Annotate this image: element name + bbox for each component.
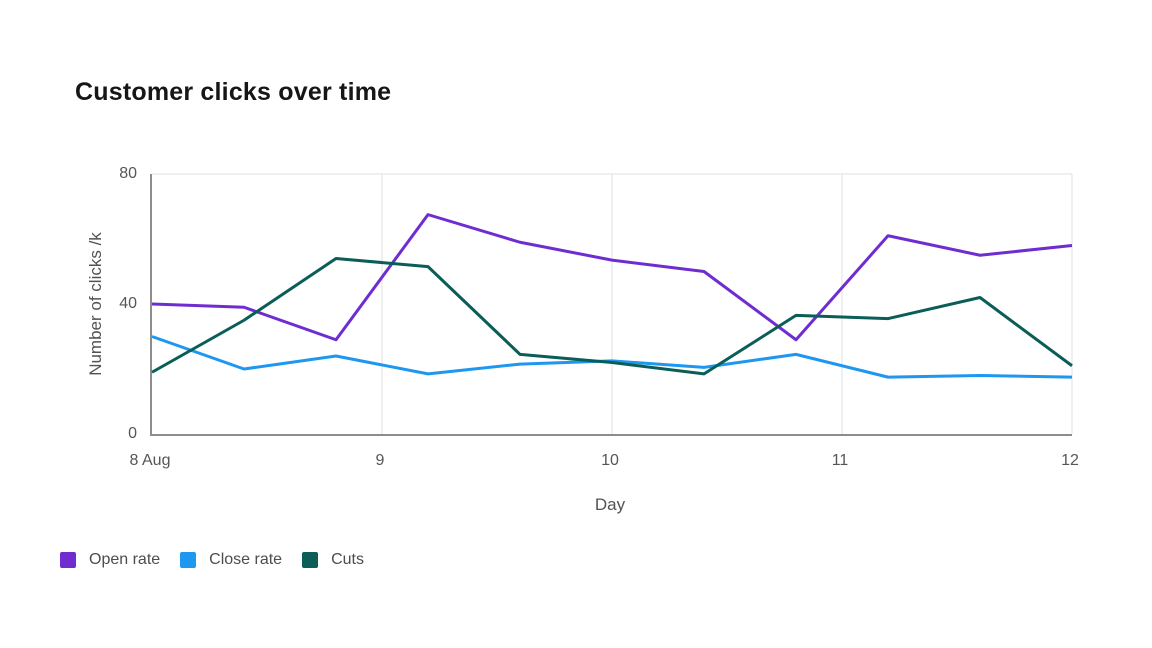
plot-area[interactable]: [150, 173, 1073, 436]
y-tick-label-40: 40: [119, 295, 137, 312]
legend-label: Cuts: [331, 551, 364, 568]
series-line-open-rate[interactable]: [151, 213, 1073, 342]
series-line-cuts[interactable]: [151, 257, 1073, 376]
legend-swatch-icon: [180, 552, 197, 568]
series-line-close-rate[interactable]: [151, 335, 1073, 379]
legend-item-cuts[interactable]: Cuts: [302, 551, 364, 569]
x-tick-label-12: 12: [1061, 452, 1079, 469]
legend-item-open-rate[interactable]: Open rate: [60, 551, 160, 569]
legend-item-close-rate[interactable]: Close rate: [180, 551, 282, 569]
chart-title: Customer clicks over time: [75, 78, 392, 106]
legend-swatch-icon: [302, 552, 319, 568]
chart-legend: Open rate Close rate Cuts: [60, 551, 364, 569]
y-tick-label-80: 80: [119, 165, 137, 182]
y-tick-label-0: 0: [128, 425, 137, 442]
x-tick-label-11: 11: [831, 452, 849, 469]
x-axis-title: Day: [594, 495, 626, 514]
legend-label: Close rate: [209, 551, 283, 568]
line-chart-canvas[interactable]: [151, 173, 1073, 434]
legend-swatch-icon: [60, 552, 76, 568]
x-tick-label-10: 10: [601, 452, 619, 469]
x-tick-label-8-aug: 8 Aug: [129, 452, 171, 469]
legend-label: Open rate: [89, 551, 161, 568]
x-tick-label-9: 9: [375, 452, 385, 469]
